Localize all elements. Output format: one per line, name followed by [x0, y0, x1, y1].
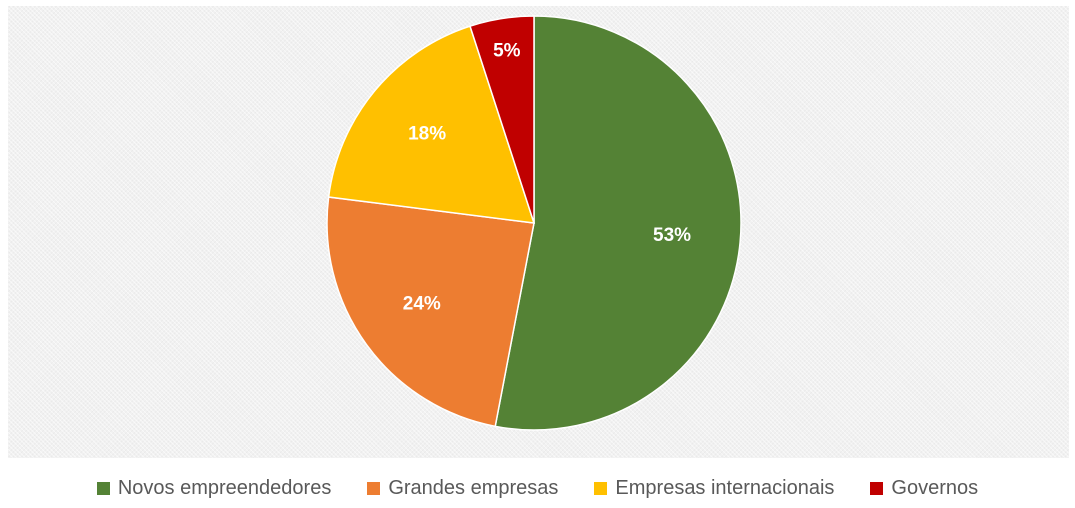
- legend-swatch-novos-empreendedores: [96, 481, 110, 495]
- legend-item-grandes-empresas: Grandes empresas: [367, 477, 558, 500]
- legend-item-novos-empreendedores: Novos empreendedores: [96, 476, 332, 500]
- legend-swatch-governos: [870, 481, 884, 495]
- legend: Novos empreendedores Grandes empresas Em…: [0, 470, 1075, 506]
- legend-label-grandes-empresas: Grandes empresas: [388, 476, 559, 499]
- pie-label-governos: 5%: [493, 40, 521, 61]
- pie-slice-novos-empreendedores: [494, 15, 742, 431]
- pie-slice-grandes-empresas: [326, 196, 535, 428]
- legend-item-governos: Governos: [870, 477, 978, 500]
- legend-label-empresas-internacionais: Empresas internacionais: [615, 476, 835, 499]
- legend-swatch-empresas-internacionais: [594, 481, 608, 495]
- legend-label-governos: Governos: [891, 476, 979, 499]
- pie-slice-empresas-internacionais: [327, 25, 536, 224]
- pie-label-novos-empreendedores: 53%: [653, 225, 691, 246]
- pie-slice-governos: [469, 15, 535, 224]
- legend-label-novos-empreendedores: Novos empreendedores: [117, 476, 332, 499]
- legend-item-empresas-internacionais: Empresas internacionais: [594, 477, 834, 500]
- legend-swatch-grandes-empresas: [367, 481, 381, 495]
- pie-chart: 53% 24% 18% 5%: [326, 15, 742, 431]
- chart-area: 53% 24% 18% 5%: [8, 6, 1069, 458]
- pie-label-grandes-empresas: 24%: [403, 294, 441, 315]
- pie-label-empresas-internacionais: 18%: [408, 124, 446, 145]
